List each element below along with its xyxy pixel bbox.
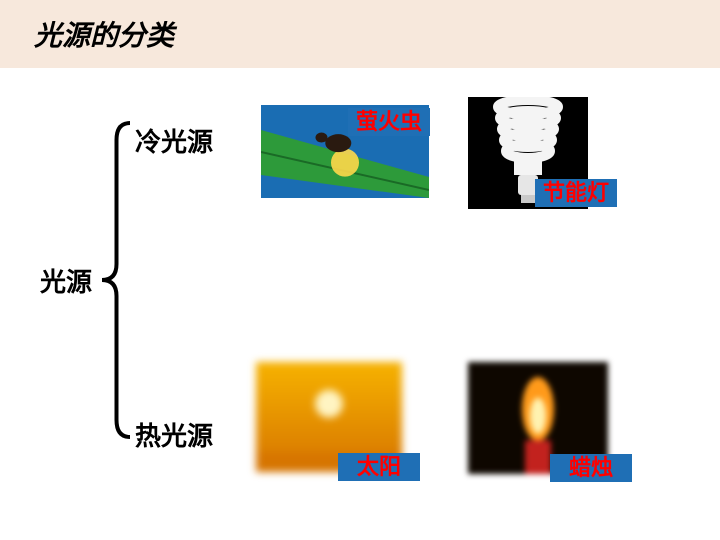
branch-hot: 热光源 (135, 416, 213, 453)
caption-candle: 蜡烛 (550, 454, 632, 482)
caption-cfl-text: 节能灯 (543, 180, 609, 205)
caption-candle-text: 蜡烛 (569, 455, 613, 480)
root-label: 光源 (40, 262, 92, 299)
branch-hot-text: 热光源 (135, 421, 213, 451)
caption-sun: 太阳 (338, 453, 420, 481)
caption-cfl: 节能灯 (535, 179, 617, 207)
caption-firefly-text: 萤火虫 (356, 109, 422, 134)
brace-icon (100, 120, 130, 440)
branch-cold-text: 冷光源 (135, 127, 213, 157)
caption-sun-text: 太阳 (357, 454, 401, 479)
title-text: 光源的分类 (34, 20, 174, 51)
branch-cold: 冷光源 (135, 122, 213, 159)
page-title: 光源的分类 (0, 0, 720, 68)
caption-firefly: 萤火虫 (348, 108, 430, 136)
root-text: 光源 (40, 267, 92, 297)
